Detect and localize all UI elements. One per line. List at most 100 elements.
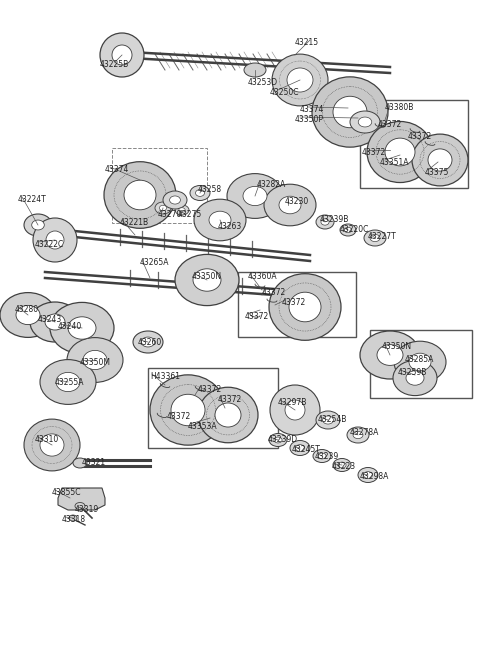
Ellipse shape	[289, 292, 321, 322]
Text: 43280: 43280	[15, 305, 39, 314]
Ellipse shape	[377, 345, 403, 365]
Text: 43254B: 43254B	[318, 415, 348, 424]
Ellipse shape	[347, 427, 369, 443]
Text: 43255A: 43255A	[55, 378, 84, 387]
Ellipse shape	[45, 314, 65, 330]
Ellipse shape	[67, 338, 123, 382]
Text: 43318: 43318	[62, 515, 86, 524]
Ellipse shape	[169, 196, 180, 204]
Ellipse shape	[198, 388, 258, 443]
Ellipse shape	[290, 440, 310, 455]
Ellipse shape	[40, 434, 64, 456]
Ellipse shape	[16, 305, 40, 324]
Ellipse shape	[363, 472, 372, 478]
Text: 43221B: 43221B	[120, 218, 149, 227]
Text: 43282A: 43282A	[257, 180, 286, 189]
Ellipse shape	[32, 220, 44, 230]
Ellipse shape	[385, 138, 415, 166]
Ellipse shape	[312, 77, 388, 147]
Ellipse shape	[179, 208, 185, 213]
Ellipse shape	[56, 372, 80, 392]
Bar	[360, 100, 468, 188]
Text: 43263: 43263	[218, 222, 242, 231]
Bar	[370, 330, 472, 398]
Ellipse shape	[150, 375, 226, 445]
Ellipse shape	[73, 458, 87, 468]
Ellipse shape	[274, 437, 282, 443]
Ellipse shape	[46, 231, 64, 249]
Ellipse shape	[209, 211, 231, 229]
Ellipse shape	[409, 353, 431, 371]
Ellipse shape	[0, 293, 56, 338]
Text: 43260: 43260	[138, 338, 162, 347]
Ellipse shape	[264, 184, 316, 226]
Ellipse shape	[358, 467, 378, 482]
Ellipse shape	[83, 351, 107, 370]
Text: 43265A: 43265A	[140, 258, 169, 267]
Ellipse shape	[393, 361, 437, 395]
Ellipse shape	[171, 394, 205, 426]
Text: 43239: 43239	[315, 452, 339, 461]
Text: 43285A: 43285A	[405, 355, 434, 364]
Ellipse shape	[333, 459, 351, 472]
Ellipse shape	[364, 230, 386, 246]
Text: 43372: 43372	[262, 288, 286, 297]
Text: 43220C: 43220C	[340, 225, 370, 234]
Ellipse shape	[370, 234, 380, 241]
Ellipse shape	[227, 174, 283, 218]
Polygon shape	[58, 488, 105, 510]
Text: 43258: 43258	[198, 185, 222, 194]
Ellipse shape	[75, 503, 85, 509]
Ellipse shape	[353, 432, 363, 439]
Text: 43321: 43321	[82, 458, 106, 467]
Ellipse shape	[124, 180, 156, 210]
Ellipse shape	[316, 215, 334, 229]
Text: 43372: 43372	[378, 120, 402, 129]
Ellipse shape	[244, 63, 266, 77]
Text: 43275: 43275	[178, 210, 202, 219]
Ellipse shape	[338, 462, 346, 468]
Text: 43350N: 43350N	[382, 342, 412, 351]
Text: 43372: 43372	[282, 298, 306, 307]
Text: 43225B: 43225B	[100, 60, 129, 69]
Text: 43374: 43374	[300, 105, 324, 114]
Ellipse shape	[321, 219, 329, 225]
Ellipse shape	[316, 411, 340, 429]
Ellipse shape	[68, 316, 96, 340]
Ellipse shape	[287, 68, 313, 92]
Text: 43374: 43374	[105, 165, 130, 174]
Ellipse shape	[428, 149, 452, 171]
Text: 43360A: 43360A	[248, 272, 277, 281]
Ellipse shape	[175, 205, 189, 215]
Ellipse shape	[360, 331, 420, 379]
Text: 43855C: 43855C	[52, 488, 82, 497]
Text: 43259B: 43259B	[398, 368, 427, 377]
Ellipse shape	[367, 122, 433, 182]
Text: 43372: 43372	[198, 385, 222, 394]
Ellipse shape	[112, 45, 132, 65]
Text: 43240: 43240	[58, 322, 82, 331]
Text: 43310: 43310	[35, 435, 59, 444]
Text: 43380B: 43380B	[385, 103, 414, 112]
Text: 43353A: 43353A	[188, 422, 217, 431]
Ellipse shape	[269, 274, 341, 340]
Ellipse shape	[194, 199, 246, 241]
Ellipse shape	[358, 117, 372, 127]
Ellipse shape	[313, 449, 331, 463]
Ellipse shape	[318, 453, 326, 459]
Text: 43350M: 43350M	[80, 358, 111, 367]
Ellipse shape	[163, 191, 187, 209]
Ellipse shape	[279, 196, 301, 214]
Text: 43239B: 43239B	[320, 215, 349, 224]
Text: 43222C: 43222C	[35, 240, 64, 249]
Ellipse shape	[340, 224, 356, 236]
Ellipse shape	[270, 385, 320, 435]
Ellipse shape	[50, 303, 114, 353]
Ellipse shape	[344, 227, 351, 233]
Ellipse shape	[323, 416, 334, 424]
Text: 43298A: 43298A	[360, 472, 389, 481]
Text: 43350N: 43350N	[192, 272, 222, 281]
Text: 43227T: 43227T	[368, 232, 397, 241]
Ellipse shape	[350, 111, 380, 133]
Text: 43243: 43243	[38, 315, 62, 324]
